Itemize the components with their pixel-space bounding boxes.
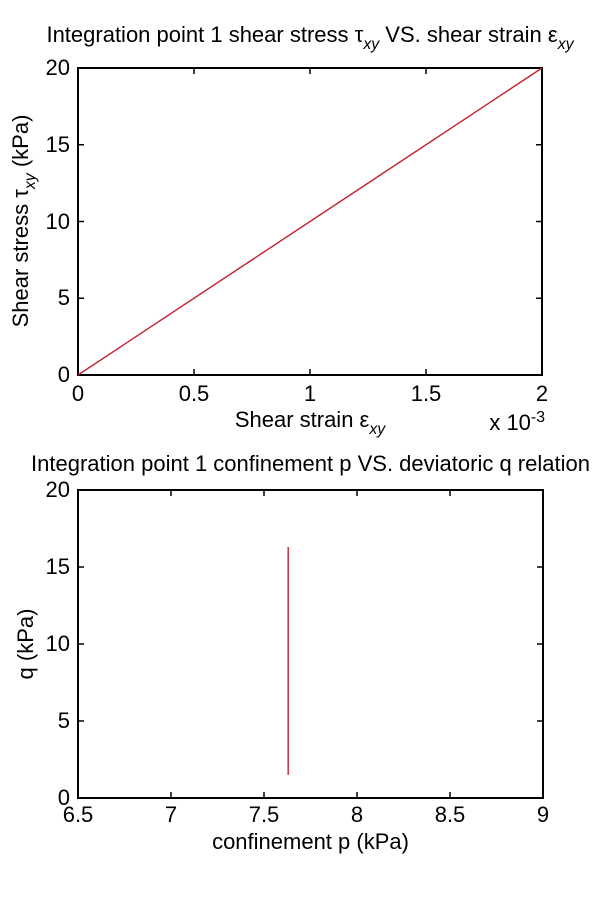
- plot-title-2: Integration point 1 confinement p VS. de…: [31, 451, 590, 477]
- text-segment: confinement p (kPa): [212, 829, 409, 854]
- text-segment: xy: [363, 36, 380, 54]
- x-tick-label: 9: [536, 802, 550, 827]
- x-tick-label: 8.5: [434, 802, 466, 827]
- x-tick-label: 7: [164, 802, 178, 827]
- x-tick-label: 1: [303, 381, 317, 406]
- series-line: [77, 67, 543, 376]
- text-segment: Shear strain: [234, 407, 360, 432]
- x-tick-label: 6.5: [62, 802, 94, 827]
- y-tick-label: 10: [45, 208, 70, 234]
- x-tick-label: 7.5: [248, 802, 280, 827]
- text-segment: ε: [547, 22, 558, 47]
- x-tick-label: 0.5: [178, 381, 210, 406]
- text-segment: xy: [557, 36, 574, 54]
- x-tick-label: 2: [535, 381, 549, 406]
- y-tick-label: 20: [45, 55, 70, 80]
- text-segment: x 10: [489, 409, 531, 435]
- y-tick-label: 15: [45, 554, 70, 579]
- y-tick-label: 10: [45, 631, 70, 656]
- x-tick-label: 1.5: [410, 381, 442, 406]
- text-segment: Integration point 1 confinement p VS. de…: [31, 451, 590, 476]
- y-tick-label: 20: [45, 477, 70, 502]
- text-segment: VS. shear strain: [379, 22, 548, 47]
- y-tick-label: 15: [45, 131, 70, 157]
- text-segment: τ: [354, 22, 364, 47]
- y-tick-label: 5: [57, 708, 70, 733]
- plot-title-1: Integration point 1 shear stress τxy VS.…: [46, 22, 573, 58]
- text-segment: ε: [359, 407, 370, 432]
- y-tick-label: 5: [57, 285, 70, 311]
- y-tick-label: 0: [57, 362, 70, 387]
- y-tick-label: 0: [57, 785, 70, 810]
- x-tick-label: 8: [350, 802, 364, 827]
- x-axis-label-1: Shear strain εxy: [235, 407, 385, 443]
- x-tick-label: 0: [71, 381, 85, 406]
- text-segment: -3: [530, 409, 545, 426]
- text-segment: xy: [369, 421, 386, 439]
- axes-box: [77, 489, 544, 799]
- x-axis-multiplier-1: x 10-3: [489, 405, 545, 436]
- x-axis-label-2: confinement p (kPa): [212, 829, 409, 855]
- text-segment: Integration point 1 shear stress: [46, 22, 355, 47]
